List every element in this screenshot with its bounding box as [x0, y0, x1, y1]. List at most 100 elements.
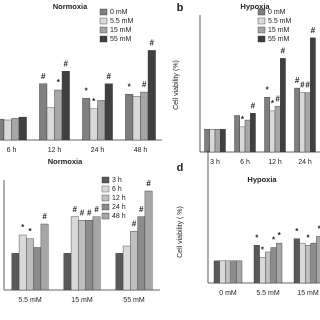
- x-tick-label: 24 h: [91, 147, 105, 154]
- legend-label: 5.5 mM: [110, 18, 134, 25]
- legend-swatch: [99, 26, 108, 34]
- bar: [259, 257, 266, 284]
- x-tick-label: 48 h: [134, 147, 148, 154]
- x-tick-label: 55 mM: [123, 297, 145, 304]
- significance-mark: #: [295, 76, 300, 85]
- bar: [70, 216, 79, 291]
- bar: [46, 107, 55, 141]
- significance-mark: *: [295, 227, 299, 236]
- legend-swatch: [99, 35, 108, 43]
- x-tick-label: 12 h: [48, 147, 62, 154]
- significance-mark: #: [142, 80, 147, 89]
- significance-mark: *: [318, 225, 320, 234]
- legend-swatch: [257, 35, 266, 43]
- bar: [39, 83, 48, 141]
- y-axis-label: Cell viability ( %): [177, 206, 184, 258]
- legend-swatch: [101, 185, 110, 193]
- bar: [89, 108, 98, 141]
- bar: [140, 91, 149, 141]
- bar: [26, 238, 34, 291]
- significance-mark: #: [300, 81, 305, 90]
- bar: [310, 242, 317, 284]
- significance-mark: *: [28, 227, 32, 236]
- legend-label: 24 h: [112, 204, 126, 211]
- bar: [61, 71, 70, 141]
- bar: [132, 96, 141, 141]
- bar: [230, 260, 237, 284]
- significance-mark: *: [255, 233, 259, 242]
- significance-mark: *: [57, 78, 61, 87]
- significance-mark: #: [64, 59, 69, 68]
- significance-mark: *: [271, 99, 275, 108]
- significance-mark: *: [21, 223, 25, 232]
- significance-mark: *: [92, 97, 96, 106]
- bar: [0, 118, 5, 141]
- bar: [293, 238, 300, 284]
- bar: [85, 220, 94, 291]
- legend-label: 48 h: [112, 213, 126, 220]
- legend-swatch: [101, 194, 110, 202]
- legend-label: 5.5 mM: [268, 18, 292, 25]
- significance-mark: *: [278, 231, 282, 240]
- legend-swatch: [257, 17, 266, 25]
- significance-mark: #: [42, 212, 47, 221]
- bar: [270, 247, 277, 284]
- legend-label: 55 mM: [110, 36, 132, 43]
- x-tick-label: 6 h: [240, 159, 250, 166]
- x-tick-label: 15 mM: [297, 290, 319, 297]
- bar: [305, 245, 312, 284]
- bar: [144, 190, 153, 291]
- bar: [11, 253, 20, 291]
- bar: [265, 251, 272, 284]
- bar: [220, 128, 226, 153]
- legend-label: 0 mM: [268, 9, 286, 16]
- bar: [213, 260, 220, 284]
- bar: [294, 87, 300, 153]
- bar: [304, 92, 311, 153]
- legend-label: 12 h: [112, 195, 126, 202]
- x-tick-label: 0 mM: [219, 290, 237, 297]
- legend-label: 3 h: [112, 177, 122, 184]
- bar: [204, 128, 210, 153]
- legend-label: 15 mM: [110, 27, 132, 34]
- legend-label: 6 h: [112, 186, 122, 193]
- legend-swatch: [101, 203, 110, 211]
- significance-mark: *: [306, 233, 310, 242]
- significance-mark: *: [241, 115, 245, 124]
- bar: [244, 119, 251, 153]
- significance-mark: *: [128, 82, 132, 91]
- bar: [253, 245, 260, 284]
- bar: [104, 83, 113, 141]
- bar: [82, 98, 91, 141]
- legend-swatch: [99, 17, 108, 25]
- bar: [137, 216, 146, 291]
- chart-title: Hypoxia: [240, 2, 270, 11]
- significance-mark: #: [87, 208, 92, 217]
- significance-mark: #: [275, 94, 280, 103]
- x-tick-label: 24 h: [298, 159, 312, 166]
- bar: [209, 128, 216, 153]
- significance-mark: *: [261, 245, 265, 254]
- significance-mark: #: [107, 72, 112, 81]
- significance-mark: #: [251, 101, 256, 110]
- significance-mark: *: [272, 236, 276, 245]
- significance-mark: #: [150, 39, 155, 48]
- bar: [234, 115, 240, 153]
- significance-mark: #: [41, 72, 46, 81]
- bar: [224, 260, 231, 284]
- bar: [40, 223, 49, 291]
- x-tick-label: 6 h: [7, 147, 17, 154]
- x-tick-label: 5.5 mM: [256, 290, 280, 297]
- bar: [280, 58, 286, 153]
- bar: [276, 242, 283, 284]
- x-tick-label: 3 h: [210, 159, 220, 166]
- significance-mark: #: [72, 205, 77, 214]
- chart-title: Normoxia: [53, 2, 88, 11]
- bar: [310, 37, 316, 153]
- bar: [54, 89, 63, 141]
- significance-mark: *: [266, 85, 270, 94]
